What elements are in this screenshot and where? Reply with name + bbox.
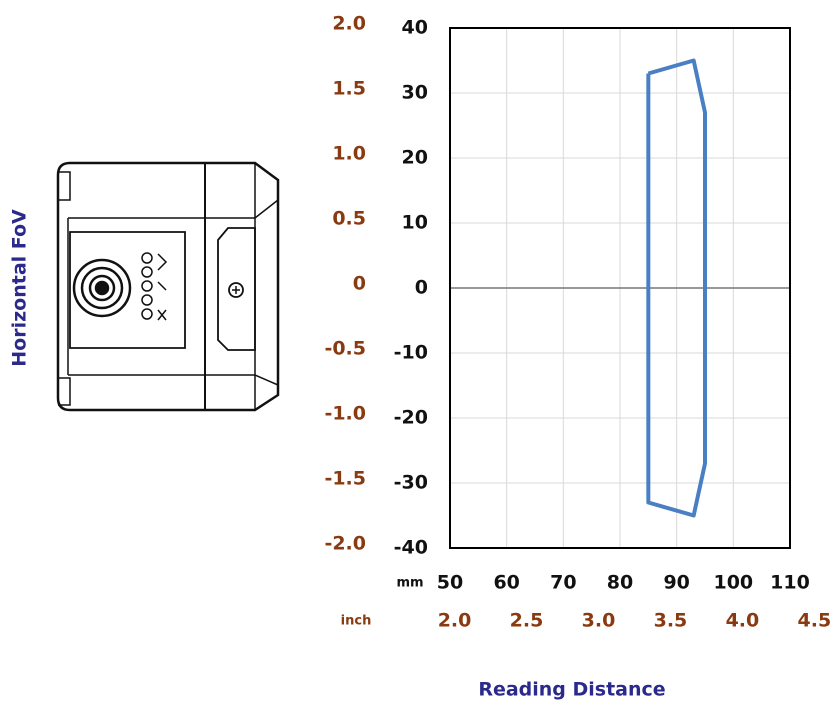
x-tick-label: 100 [713, 572, 753, 594]
y2-tick-label: -0.5 [324, 338, 366, 360]
y-axis-title: Horizontal FoV [9, 209, 31, 367]
x2-tick-label: 2.5 [510, 610, 544, 632]
y2-tick-label: -1.0 [324, 403, 366, 425]
y-tick-label: -10 [394, 342, 428, 364]
fov-outline [646, 58, 707, 518]
x-tick-label: 50 [437, 572, 463, 594]
y2-tick-label: 1.5 [332, 78, 366, 100]
plot-frame [449, 27, 791, 549]
x-tick-label: 80 [607, 572, 633, 594]
x2-tick-label: 2.0 [438, 610, 472, 632]
y-tick-label: 10 [402, 212, 428, 234]
y2-tick-label: 1.0 [332, 143, 366, 165]
y2-tick-label: 0.5 [332, 208, 366, 230]
x2-unit-label: inch [341, 614, 372, 629]
y2-tick-label: 2.0 [332, 13, 366, 35]
x-tick-label: 90 [663, 572, 689, 594]
x2-tick-label: 3.0 [582, 610, 616, 632]
x2-tick-label: 4.5 [798, 610, 832, 632]
y2-tick-label: -1.5 [324, 468, 366, 490]
x2-tick-label: 4.0 [726, 610, 760, 632]
y-tick-label: -20 [394, 407, 428, 429]
x-unit-label: mm [396, 576, 423, 591]
y-tick-label: -30 [394, 472, 428, 494]
y-tick-label: 0 [415, 277, 428, 299]
x2-tick-label: 3.5 [654, 610, 688, 632]
device-illustration [56, 161, 280, 412]
x-axis-title: Reading Distance [478, 679, 665, 701]
x-tick-label: 60 [493, 572, 519, 594]
y2-tick-label: 0 [353, 273, 366, 295]
x-tick-label: 70 [550, 572, 576, 594]
y-tick-label: 30 [402, 82, 428, 104]
y-tick-label: -40 [394, 537, 428, 559]
y-tick-label: 20 [402, 147, 428, 169]
x-tick-label: 110 [770, 572, 810, 594]
y2-tick-label: -2.0 [324, 533, 366, 555]
y-tick-label: 40 [402, 17, 428, 39]
